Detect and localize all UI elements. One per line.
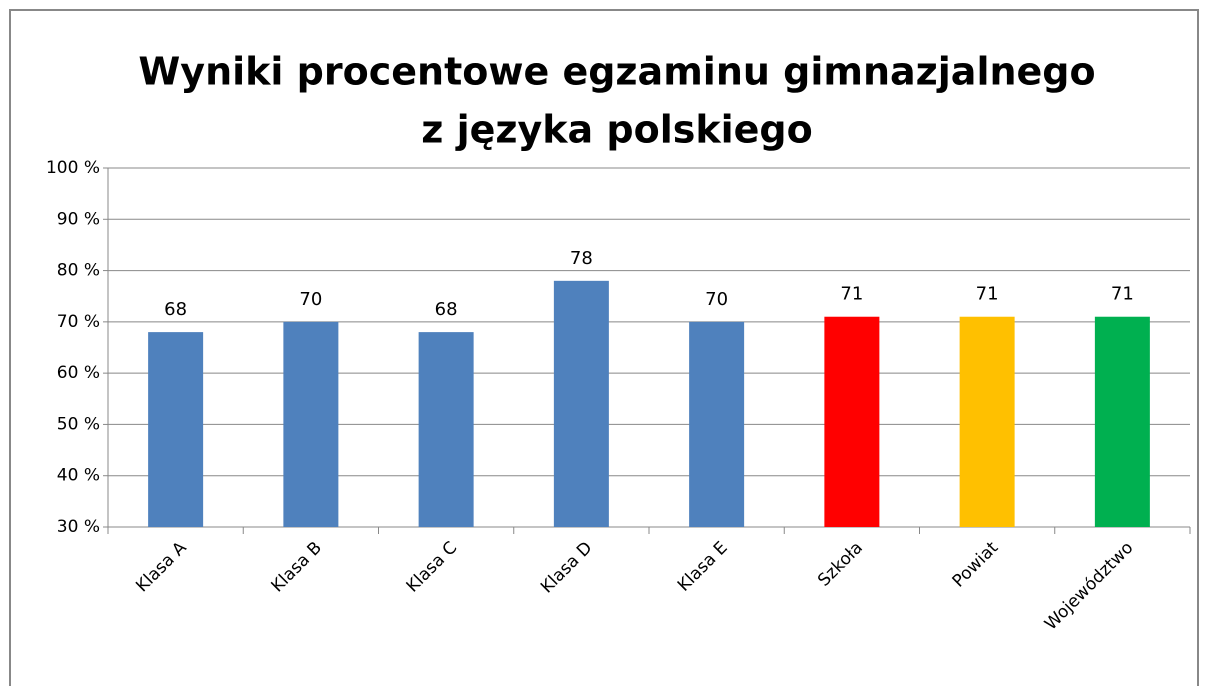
bar bbox=[959, 316, 1015, 527]
bar bbox=[553, 280, 609, 527]
y-tick-label: 50 % bbox=[57, 414, 100, 434]
bar bbox=[1094, 316, 1150, 527]
y-tick-label: 90 % bbox=[57, 209, 100, 229]
data-label: 70 bbox=[299, 289, 322, 310]
y-tick-label: 60 % bbox=[57, 363, 100, 383]
y-tick-label: 70 % bbox=[57, 312, 100, 332]
data-label: 71 bbox=[840, 284, 863, 305]
chart-title: z języka polskiego bbox=[421, 108, 813, 152]
y-tick-label: 30 % bbox=[57, 517, 100, 537]
data-label: 68 bbox=[164, 299, 187, 320]
data-label: 71 bbox=[976, 284, 999, 305]
bar bbox=[824, 316, 880, 527]
data-label: 78 bbox=[570, 248, 593, 269]
bar bbox=[283, 321, 339, 527]
y-tick-label: 100 % bbox=[46, 158, 100, 178]
y-tick-label: 40 % bbox=[57, 466, 100, 486]
bar bbox=[148, 332, 204, 527]
y-tick-label: 80 % bbox=[57, 261, 100, 281]
chart-title: Wyniki procentowe egzaminu gimnazjalnego bbox=[138, 50, 1095, 94]
bar bbox=[418, 332, 474, 527]
data-label: 70 bbox=[705, 289, 728, 310]
data-label: 71 bbox=[1111, 284, 1134, 305]
data-label: 68 bbox=[435, 299, 458, 320]
bar bbox=[689, 321, 745, 527]
